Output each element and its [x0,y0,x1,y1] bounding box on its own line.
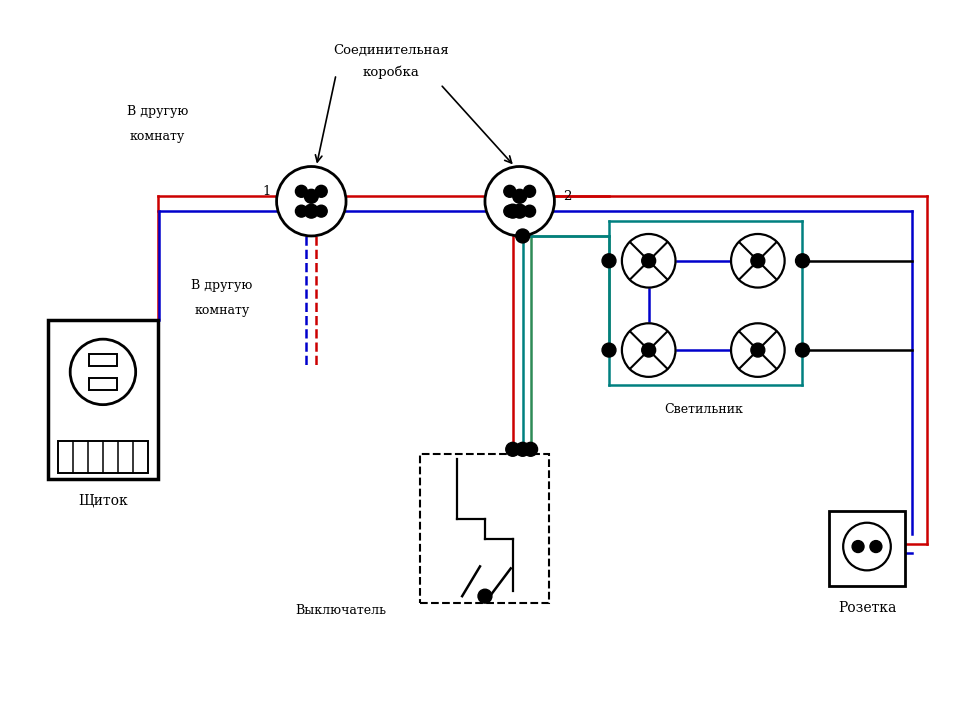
Text: комнату: комнату [194,304,250,317]
Circle shape [516,442,530,456]
Circle shape [523,205,536,217]
Circle shape [796,254,809,268]
Circle shape [485,166,555,236]
Circle shape [732,234,784,287]
Circle shape [622,234,676,287]
Text: В другую: В другую [191,279,252,292]
Circle shape [751,343,765,357]
Circle shape [523,185,536,197]
Bar [59,441,148,473]
Circle shape [641,343,656,357]
Circle shape [602,343,616,357]
Text: Выключатель: Выключатель [296,603,387,616]
Circle shape [304,189,319,203]
Circle shape [796,343,809,357]
Bar [48,320,157,479]
Text: 1: 1 [262,185,271,198]
Circle shape [504,205,516,217]
Circle shape [478,589,492,603]
Circle shape [304,204,319,218]
Bar [89,354,117,366]
Text: Щиток: Щиток [78,494,128,508]
Circle shape [506,442,519,456]
Bar [420,454,549,603]
Circle shape [843,523,891,570]
Circle shape [513,204,527,218]
Circle shape [732,323,784,377]
Circle shape [513,189,527,203]
Circle shape [602,254,616,268]
Circle shape [276,166,346,236]
Circle shape [516,229,530,243]
Text: В другую: В другую [127,105,188,118]
Text: Розетка: Розетка [838,601,897,615]
Circle shape [523,442,538,456]
Bar [829,510,904,586]
Text: коробка: коробка [362,66,420,79]
Bar [89,378,117,390]
Text: Соединительная: Соединительная [333,44,448,57]
Circle shape [296,185,307,197]
Circle shape [622,323,676,377]
Circle shape [751,254,765,268]
Text: комнату: комнату [130,130,185,143]
Circle shape [641,254,656,268]
Circle shape [70,339,135,405]
Text: Светильник: Светильник [663,403,743,416]
Circle shape [315,205,327,217]
Text: 2: 2 [564,190,571,203]
Circle shape [315,185,327,197]
Circle shape [852,541,864,552]
Circle shape [504,185,516,197]
Circle shape [506,204,519,218]
Circle shape [296,205,307,217]
Circle shape [870,541,882,552]
